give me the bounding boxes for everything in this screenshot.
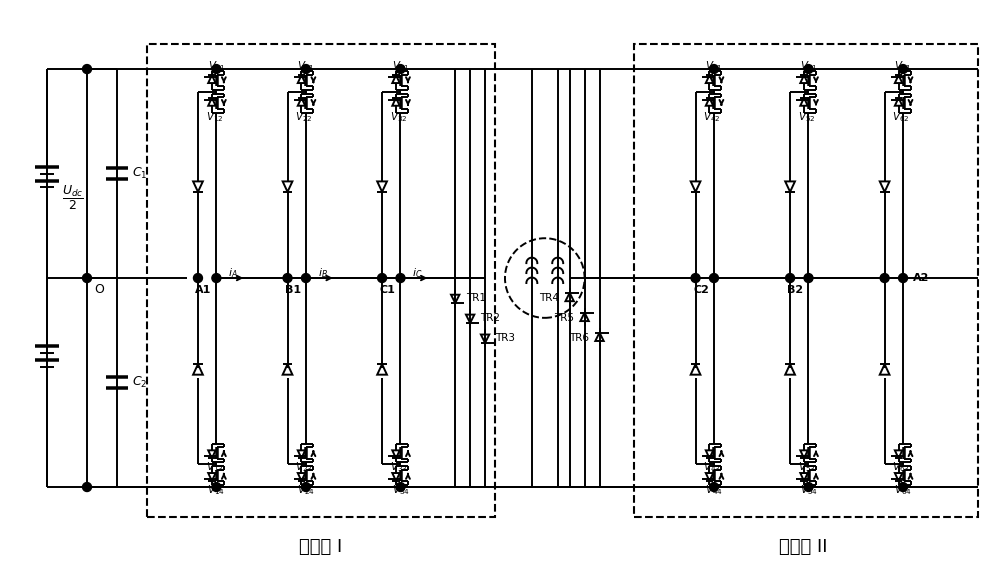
Circle shape [301,273,310,282]
Text: $i_C$: $i_C$ [412,266,423,280]
Circle shape [396,482,405,492]
Text: O: O [94,284,104,296]
Text: $V_{13}$: $V_{13}$ [206,461,223,474]
Text: $V_{42}$: $V_{42}$ [703,111,721,124]
Text: 逆变器 I: 逆变器 I [299,537,342,556]
Text: $V_{21}$: $V_{21}$ [297,59,315,73]
Text: $i_B$: $i_B$ [318,266,328,280]
Text: $V_{22}$: $V_{22}$ [295,111,313,124]
Circle shape [396,273,405,282]
Circle shape [396,65,405,73]
Circle shape [83,482,91,492]
Circle shape [83,273,91,282]
Text: $C_1$: $C_1$ [132,166,147,181]
Text: TR4: TR4 [539,293,559,303]
Text: $V_{32}$: $V_{32}$ [390,111,407,124]
Text: B1: B1 [285,285,301,295]
Circle shape [709,65,718,73]
Text: A1: A1 [195,285,211,295]
Text: $V_{14}$: $V_{14}$ [207,483,225,497]
Circle shape [709,482,718,492]
Text: TR6: TR6 [569,333,589,343]
Circle shape [83,65,91,73]
Text: $V_{61}$: $V_{61}$ [894,59,912,73]
Circle shape [212,273,221,282]
Text: $V_{41}$: $V_{41}$ [705,59,723,73]
Circle shape [880,273,889,282]
Circle shape [212,482,221,492]
Circle shape [691,273,700,282]
Text: C1: C1 [380,285,396,295]
Text: A2: A2 [913,273,929,283]
Circle shape [301,482,310,492]
Circle shape [899,273,908,282]
Text: 逆变器 II: 逆变器 II [779,537,828,556]
Text: $V_{31}$: $V_{31}$ [392,59,409,73]
Circle shape [283,273,292,282]
Circle shape [804,482,813,492]
Text: $V_{44}$: $V_{44}$ [705,483,723,497]
Text: $V_{51}$: $V_{51}$ [800,59,817,73]
Text: $V_{11}$: $V_{11}$ [208,59,225,73]
Text: TR2: TR2 [480,313,500,323]
Text: $V_{62}$: $V_{62}$ [892,111,910,124]
Circle shape [804,273,813,282]
Circle shape [709,273,718,282]
Text: B2: B2 [787,285,804,295]
Text: $V_{43}$: $V_{43}$ [703,461,721,474]
Text: $V_{23}$: $V_{23}$ [295,461,313,474]
Text: TR3: TR3 [495,333,515,343]
Circle shape [301,65,310,73]
Circle shape [899,482,908,492]
Text: $V_{63}$: $V_{63}$ [892,461,910,474]
Text: $C_2$: $C_2$ [132,375,147,390]
Text: $V_{34}$: $V_{34}$ [392,483,409,497]
Text: TR5: TR5 [554,313,574,323]
Text: $V_{33}$: $V_{33}$ [390,461,407,474]
Circle shape [193,273,202,282]
Circle shape [786,273,795,282]
Text: $V_{53}$: $V_{53}$ [798,461,815,474]
Text: TR1: TR1 [466,293,486,303]
Text: $V_{12}$: $V_{12}$ [206,111,223,124]
Text: C2: C2 [693,285,709,295]
Circle shape [378,273,387,282]
Text: $V_{54}$: $V_{54}$ [800,483,817,497]
Text: $V_{52}$: $V_{52}$ [798,111,815,124]
Bar [147,44,495,517]
Text: $V_{24}$: $V_{24}$ [297,483,315,497]
Text: $i_A$: $i_A$ [228,266,238,280]
Circle shape [899,65,908,73]
Text: $V_{64}$: $V_{64}$ [894,483,912,497]
Circle shape [212,65,221,73]
Bar [634,44,978,517]
Text: $\dfrac{U_{dc}}{2}$: $\dfrac{U_{dc}}{2}$ [62,185,84,213]
Circle shape [804,65,813,73]
